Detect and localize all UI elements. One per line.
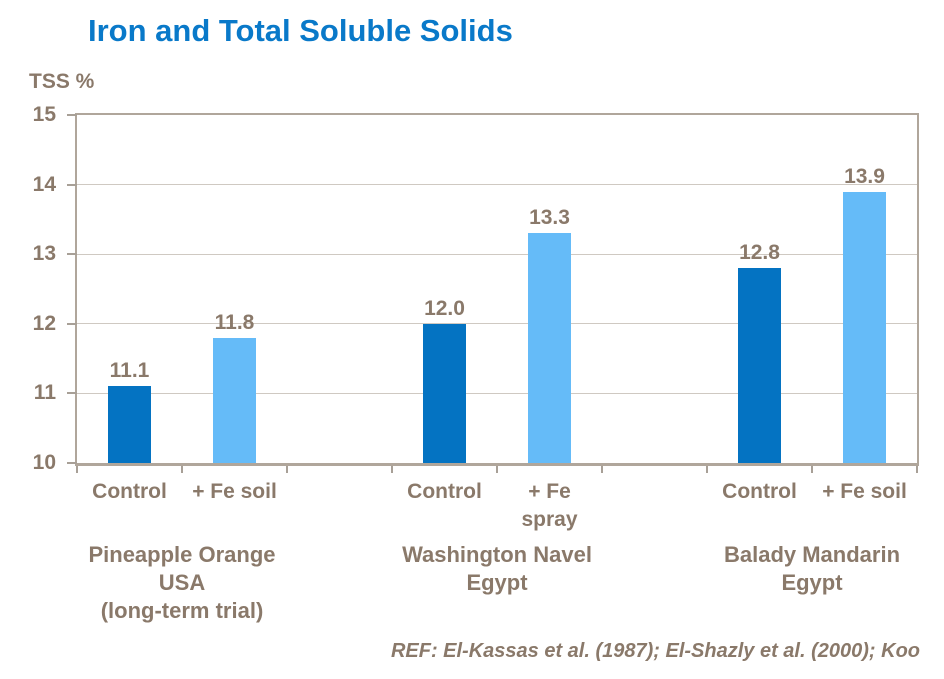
y-tick-mark — [67, 322, 77, 325]
x-tick-mark — [601, 466, 603, 473]
gridline — [77, 323, 917, 325]
bar-x-label: Control — [722, 480, 797, 503]
plot-border-right — [917, 113, 919, 463]
chart-title: Iron and Total Soluble Solids — [88, 13, 513, 48]
bar-value-label: 11.1 — [109, 359, 150, 383]
bar-x-label: Control — [407, 480, 482, 503]
bar-treatment — [528, 233, 571, 463]
x-tick-mark — [811, 466, 813, 473]
y-tick-mark — [67, 392, 77, 395]
y-tick-mark — [67, 253, 77, 256]
bar-control — [423, 323, 466, 463]
plot-border-top — [75, 113, 919, 115]
bar-value-label: 13.9 — [844, 164, 885, 188]
group-label: Balady Mandarin Egypt — [723, 542, 901, 595]
group-label: Pineapple Orange USA (long-term trial) — [88, 542, 276, 623]
y-tick-mark — [67, 183, 77, 186]
bar-control — [108, 386, 151, 463]
x-tick-mark — [916, 466, 918, 473]
reference-text: REF: El-Kassas et al. (1987); El-Shazly … — [390, 640, 920, 662]
y-tick-label: 15 — [32, 103, 56, 126]
bar-value-label: 12.0 — [424, 296, 465, 320]
bar-treatment — [213, 337, 256, 463]
bar-treatment — [843, 191, 886, 463]
bar-x-label: Control — [92, 480, 167, 503]
y-tick-mark — [67, 114, 77, 116]
bar-x-label: + Fe soil — [192, 480, 277, 503]
gridline — [77, 184, 917, 186]
y-axis-line — [75, 113, 77, 463]
bar-x-label: + Fe soil — [822, 480, 907, 503]
y-tick-label: 13 — [32, 242, 56, 266]
x-tick-mark — [496, 466, 498, 473]
y-tick-label: 10 — [32, 451, 56, 474]
x-tick-mark — [76, 466, 78, 473]
y-tick-mark — [67, 462, 77, 464]
x-tick-mark — [181, 466, 183, 473]
y-axis-title: TSS % — [29, 70, 95, 93]
x-tick-mark — [706, 466, 708, 473]
gridline — [77, 253, 917, 255]
gridline — [77, 392, 917, 394]
bar-x-label: + Fe spray — [521, 480, 578, 531]
x-tick-mark — [391, 466, 393, 473]
y-tick-label: 14 — [32, 172, 56, 196]
x-axis-line — [75, 463, 919, 466]
y-tick-label: 11 — [33, 381, 56, 405]
bar-value-label: 13.3 — [529, 206, 570, 230]
group-label: Washington Navel Egypt — [402, 542, 592, 595]
bar-value-label: 12.8 — [739, 241, 780, 265]
x-tick-mark — [286, 466, 288, 473]
bar-control — [738, 268, 781, 463]
y-tick-label: 12 — [32, 311, 56, 335]
bar-value-label: 11.8 — [214, 310, 255, 334]
